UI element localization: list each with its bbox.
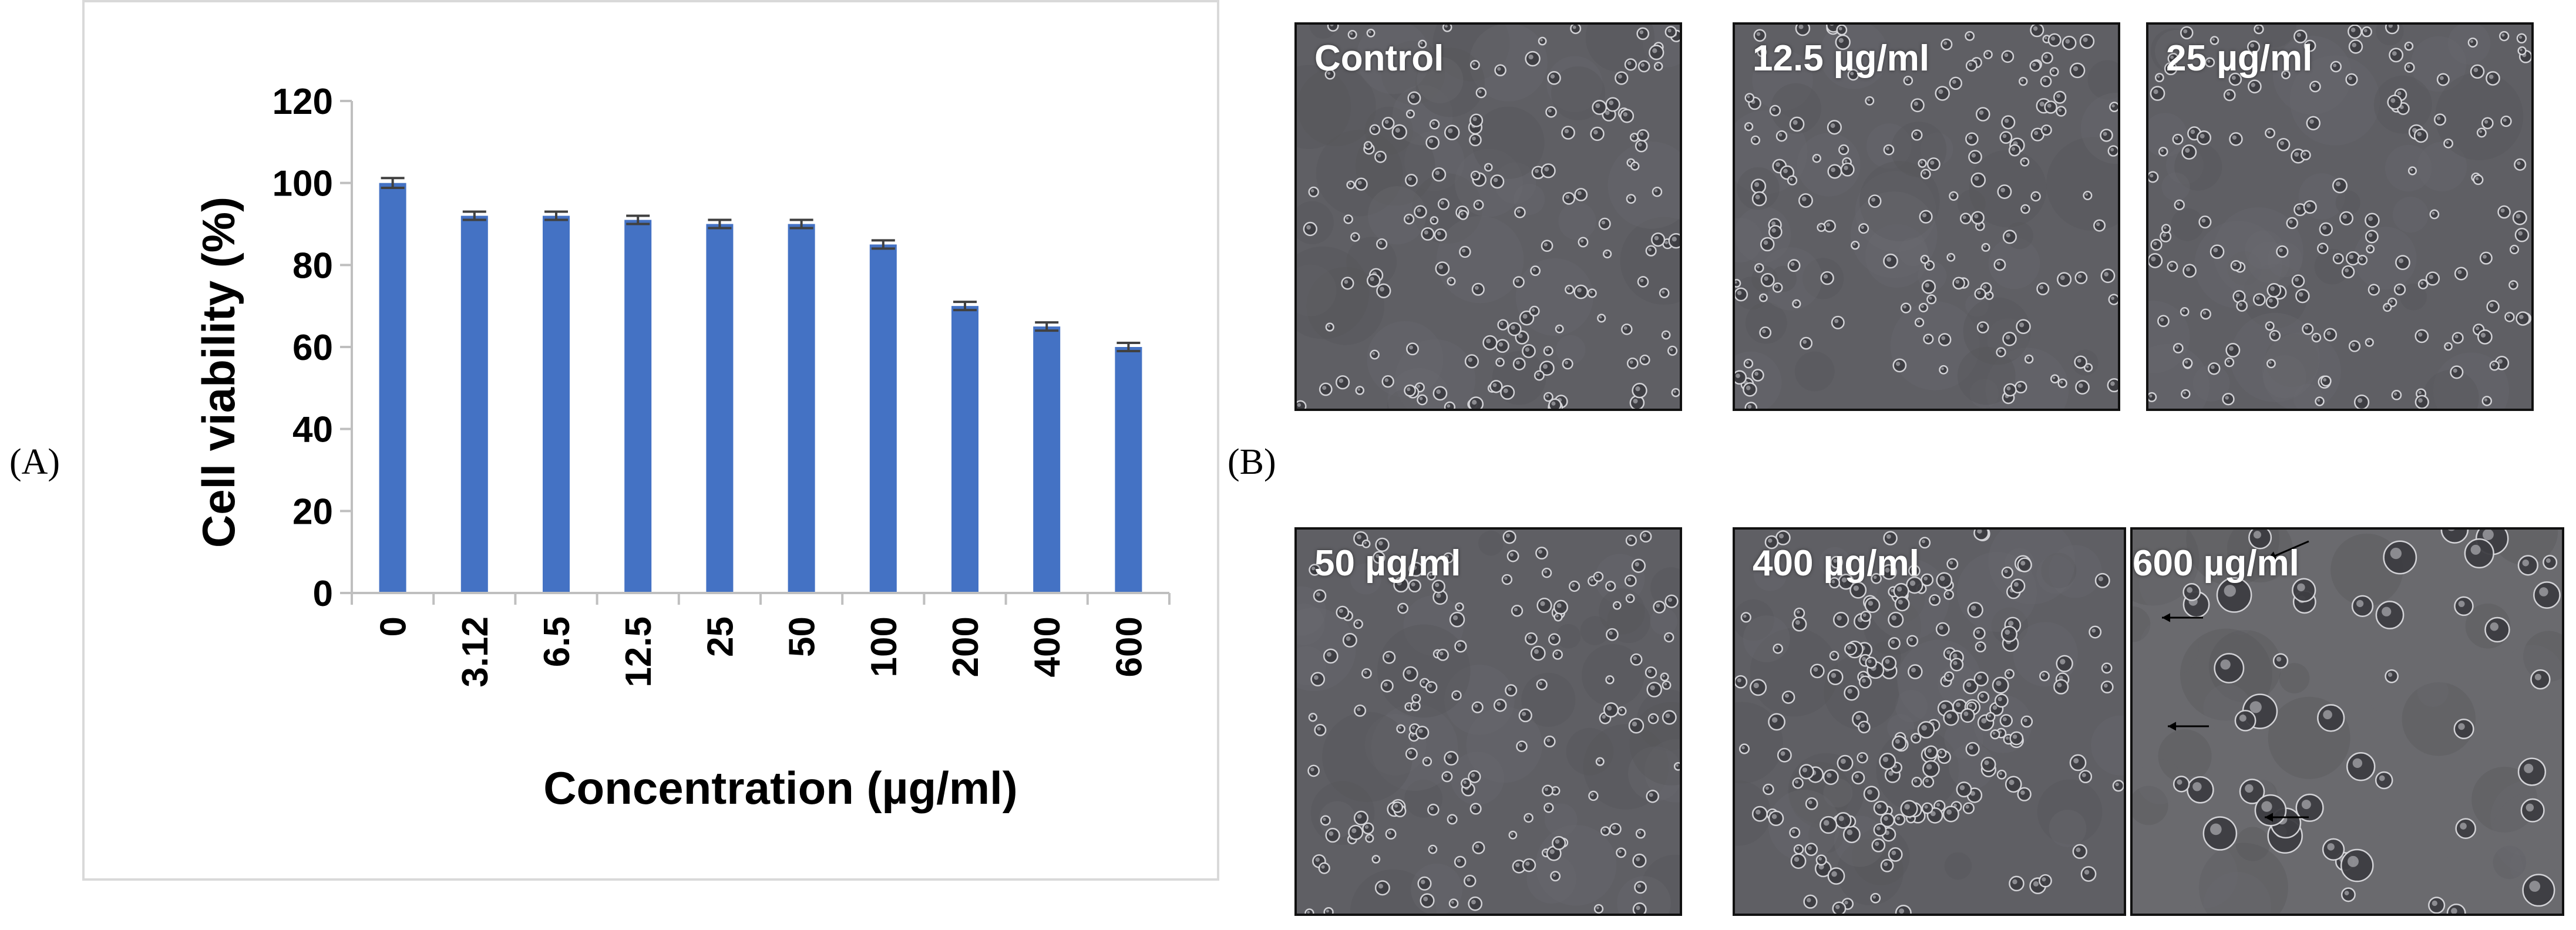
- cell-texture: [1735, 530, 2124, 914]
- micrograph-label: 400 µg/ml: [1753, 543, 1919, 584]
- bar: [1115, 347, 1142, 593]
- micrograph-label: 12.5 µg/ml: [1753, 38, 1930, 79]
- bar-chart: 0 20 40 60 80 100 120 0 3.12 6.5 12.5 25 50 100 200 40…: [193, 82, 1171, 814]
- x-tick-label: 0: [374, 616, 414, 636]
- y-axis: 0 20 40 60 80 100 120: [273, 82, 353, 614]
- micrograph-control: Control: [1294, 22, 1682, 411]
- micrograph-label: 50 µg/ml: [1314, 543, 1461, 584]
- x-tick-label: 12.5: [618, 616, 659, 688]
- panel-label-b: (B): [1228, 442, 1276, 482]
- x-tick-label: 600: [1109, 616, 1149, 677]
- cell-texture: [1297, 25, 1680, 409]
- x-tick-label: 200: [946, 616, 986, 677]
- cell-texture: [1735, 25, 2118, 409]
- bar: [379, 183, 406, 594]
- y-tick-label: 0: [313, 574, 333, 614]
- bar: [706, 224, 734, 593]
- cell-texture: [2133, 530, 2562, 914]
- y-tick-label: 40: [292, 410, 333, 450]
- y-tick-label: 60: [292, 328, 333, 368]
- bar-chart-frame: 0 20 40 60 80 100 120 0 3.12 6.5 12.5 25 50 100 200 40…: [82, 0, 1219, 881]
- y-tick-label: 120: [273, 82, 333, 122]
- x-tick-label: 6.5: [537, 616, 577, 667]
- x-tick-label: 100: [864, 616, 904, 677]
- y-tick-label: 80: [292, 245, 333, 286]
- bar: [951, 306, 978, 593]
- x-tick-label: 50: [782, 616, 823, 657]
- x-tick-label: 3.12: [455, 616, 496, 688]
- y-tick-label: 20: [292, 491, 333, 532]
- cell-texture: [2148, 25, 2531, 409]
- y-axis-title: Cell viability (%): [193, 197, 244, 548]
- x-tick-label: 25: [700, 616, 741, 657]
- bar: [460, 215, 488, 593]
- bar: [869, 244, 897, 594]
- x-axis-title: Concentration (µg/ml): [543, 762, 1018, 814]
- micrograph-400: 400 µg/ml: [1733, 527, 2126, 916]
- x-axis: 0 3.12 6.5 12.5 25 50 100 200 400 600: [351, 592, 1171, 688]
- micrograph-label: 600 µg/ml: [2133, 543, 2299, 584]
- micrograph-600: 600 µg/ml: [2130, 527, 2564, 916]
- bars: [379, 177, 1142, 594]
- micrograph-12-5: 12.5 µg/ml: [1733, 22, 2120, 411]
- y-tick-label: 100: [273, 164, 333, 204]
- micrograph-50: 50 µg/ml: [1294, 527, 1682, 916]
- x-tick-label: 400: [1027, 616, 1068, 677]
- bar: [624, 220, 652, 593]
- panel-label-a: (A): [9, 442, 60, 482]
- cell-texture: [1297, 530, 1680, 914]
- micrograph-25: 25 µg/ml: [2146, 22, 2534, 411]
- micrograph-label: Control: [1314, 38, 1444, 79]
- micrograph-label: 25 µg/ml: [2166, 38, 2313, 79]
- bar: [788, 224, 815, 593]
- bar: [543, 215, 570, 593]
- bar: [1033, 326, 1061, 593]
